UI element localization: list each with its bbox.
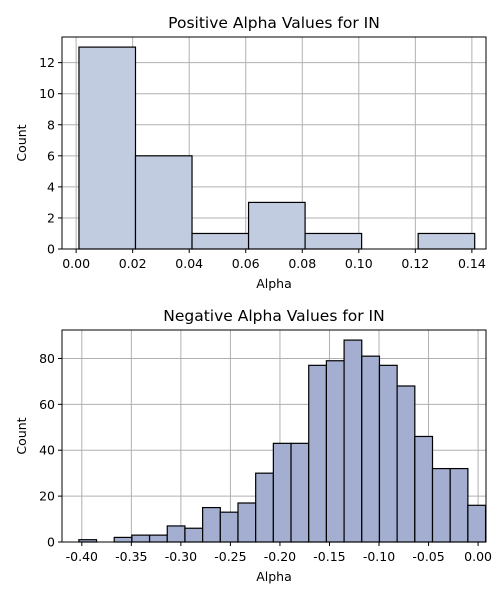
histogram-bar [113, 536, 133, 543]
histogram-bar [134, 155, 193, 250]
x-tick-label: 0.00 [62, 256, 90, 271]
histogram-bar [191, 232, 250, 250]
x-tick-label: 0.14 [458, 256, 486, 271]
y-tick-label: 20 [39, 489, 55, 504]
histogram-bar [343, 339, 363, 543]
y-tick-label: 40 [39, 443, 55, 458]
plot-frame [61, 36, 487, 250]
histogram-bar [417, 232, 476, 250]
histogram-bar [304, 232, 363, 250]
x-tick-label: -0.30 [165, 549, 197, 564]
histogram-bar [361, 355, 381, 543]
y-tick-label: 0 [47, 242, 55, 257]
histogram-bar [202, 506, 221, 543]
chart-title: Negative Alpha Values for IN [163, 307, 384, 325]
y-tick-label: 2 [47, 210, 55, 225]
histogram-bar [431, 467, 451, 543]
y-axis-label: Count [14, 124, 29, 161]
histogram-bar [378, 364, 398, 543]
x-tick-label: -0.15 [313, 549, 345, 564]
histogram-bar [272, 442, 292, 543]
plot-frame [61, 329, 487, 543]
histogram-bar [184, 527, 204, 543]
y-tick-label: 6 [47, 148, 55, 163]
negative-alpha-histogram: -0.40 -0.35 -0.30 -0.25 -0.20 -0.15 -0.10 -0.05… [14, 307, 492, 584]
histogram-bar [148, 534, 168, 543]
x-axis-label: Alpha [256, 276, 292, 291]
histogram-bar [290, 442, 310, 543]
y-tick-label: 60 [39, 397, 55, 412]
x-tick-label: -0.10 [363, 549, 395, 564]
histogram-bar [131, 534, 151, 543]
y-tick-label: 80 [39, 351, 55, 366]
x-tick-label: 0.10 [345, 256, 373, 271]
x-tick-label: 0.12 [401, 256, 429, 271]
histogram-bar [166, 525, 186, 543]
y-axis-label: Count [14, 417, 29, 454]
y-tick-label: 0 [47, 535, 55, 550]
x-tick-label: 0.08 [288, 256, 316, 271]
histogram-bar [255, 472, 274, 543]
chart-title: Positive Alpha Values for IN [168, 14, 380, 32]
histogram-bar [219, 511, 239, 543]
x-tick-label: 0.02 [119, 256, 147, 271]
y-tick-label: 12 [39, 55, 55, 70]
histogram-bar [396, 385, 416, 543]
y-tick-label: 8 [47, 117, 55, 132]
histogram-bar [467, 504, 487, 543]
x-tick-label: -0.05 [412, 549, 444, 564]
x-tick-label: 0.00 [464, 549, 492, 564]
x-axis-label: Alpha [256, 569, 292, 584]
x-tick-label: 0.06 [232, 256, 260, 271]
x-tick-label: -0.20 [264, 549, 296, 564]
histogram-bar [247, 201, 306, 250]
histogram-bar [237, 502, 257, 543]
histogram-bar [449, 467, 469, 543]
x-tick-label: -0.35 [115, 549, 147, 564]
histogram-bar [325, 360, 345, 543]
positive-alpha-histogram: 0.00 0.02 0.04 0.06 0.08 0.10 0.12 0.14 0 2 4 6 8 10 1… [14, 14, 487, 291]
x-tick-label: -0.40 [66, 549, 98, 564]
histogram-bar [308, 364, 328, 543]
x-tick-label: -0.25 [214, 549, 246, 564]
x-tick-label: 0.04 [175, 256, 203, 271]
histogram-bar [78, 46, 137, 250]
y-tick-label: 10 [39, 86, 55, 101]
histogram-bar [414, 435, 434, 543]
y-tick-label: 4 [47, 179, 55, 194]
